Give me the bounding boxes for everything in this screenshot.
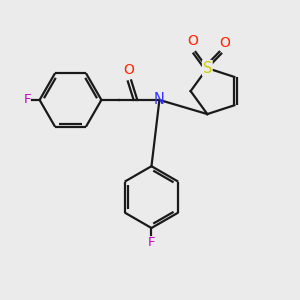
Text: N: N: [154, 92, 165, 107]
Text: O: O: [187, 34, 198, 48]
Text: O: O: [219, 36, 230, 50]
Text: F: F: [148, 236, 155, 249]
Text: S: S: [202, 61, 212, 76]
Text: O: O: [123, 63, 134, 77]
Text: F: F: [24, 93, 31, 106]
